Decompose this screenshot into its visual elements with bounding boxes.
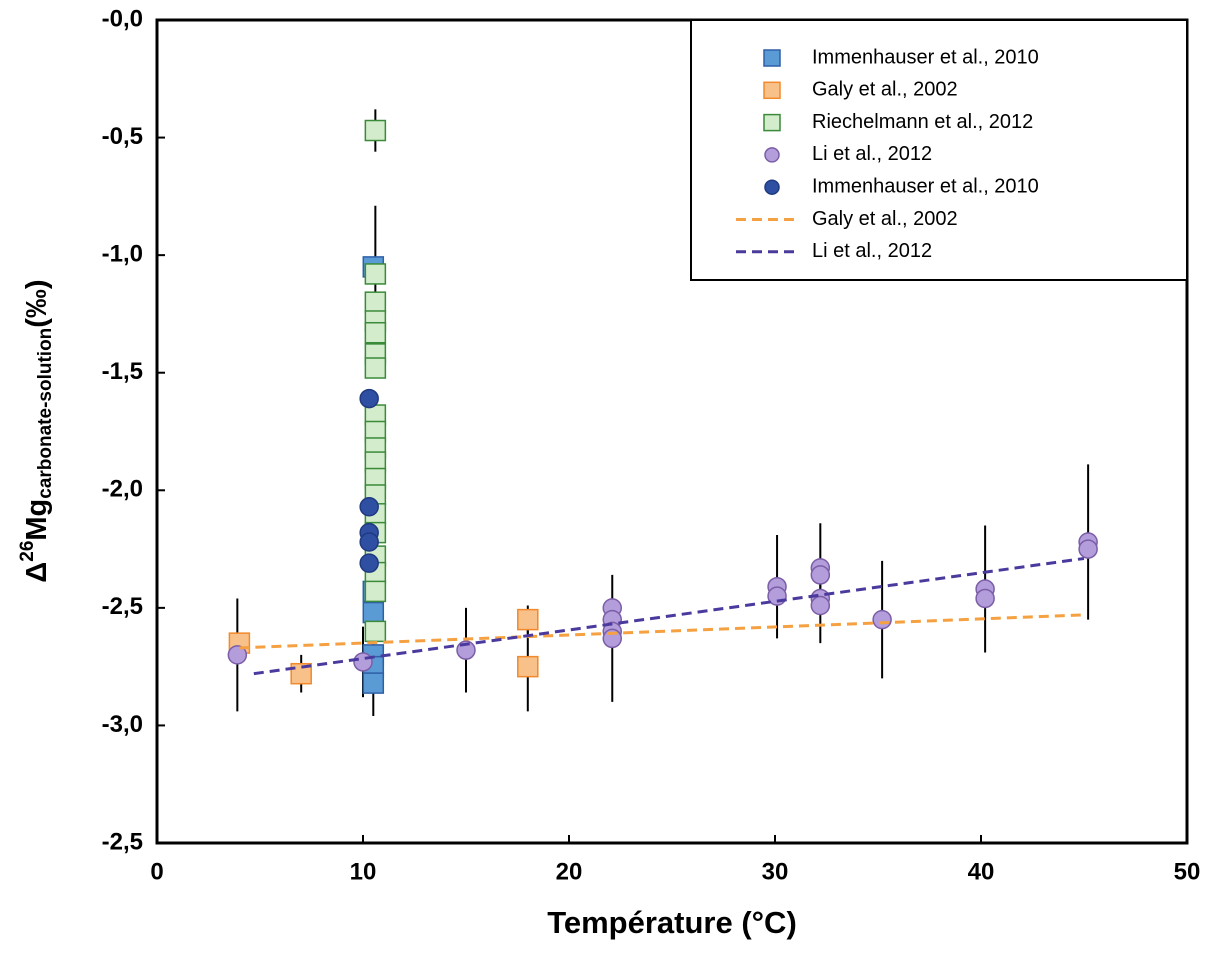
square-marker (364, 580, 387, 603)
y-tick-label: -3,0 (102, 711, 143, 738)
y-label-part: Mg (21, 499, 53, 541)
circle-marker (359, 496, 379, 517)
square-marker (364, 620, 387, 643)
circle-marker (227, 645, 248, 665)
x-axis-label: Température (°C) (547, 905, 797, 940)
square-marker (364, 321, 387, 344)
legend: Immenhauser et al., 2010 Galy et al., 200… (690, 19, 1188, 281)
x-tick-label: 40 (968, 858, 995, 885)
y-tick-label: -2,5 (102, 593, 143, 620)
square-marker (517, 608, 539, 631)
legend-label: Riechelmann et al., 2012 (812, 111, 1033, 133)
y-tick-label: -2,5 (102, 828, 143, 855)
square-marker (364, 291, 387, 313)
legend-label: Galy et al., 2002 (812, 208, 958, 230)
y-label-sub: carbonate-solution (35, 328, 56, 499)
square-marker (290, 662, 312, 685)
square-marker (364, 119, 387, 142)
square-marker (517, 655, 539, 678)
x-tick-label: 10 (350, 858, 377, 885)
x-tick-label: 50 (1174, 858, 1201, 885)
legend-label: Immenhauser et al., 2010 (812, 175, 1039, 197)
square-marker (364, 263, 387, 285)
square-marker (763, 113, 781, 132)
circle-marker (359, 388, 379, 409)
legend-label: Li et al., 2012 (812, 240, 932, 262)
y-label-part: (‰) (21, 279, 53, 327)
x-tick-label: 30 (762, 858, 789, 885)
trend-line (239, 613, 1085, 650)
y-tick-label: -2,0 (102, 476, 143, 503)
square-marker (362, 601, 385, 624)
circle-marker (764, 179, 780, 195)
circle-marker (1078, 539, 1098, 559)
x-tick-label: 20 (556, 858, 583, 885)
circle-marker (353, 652, 373, 672)
circle-marker (975, 588, 995, 609)
legend-label: Li et al., 2012 (812, 143, 932, 165)
circle-marker (810, 565, 831, 585)
y-label-sup: 26 (17, 541, 38, 562)
square-marker (763, 49, 781, 67)
x-tick-label: 0 (150, 858, 163, 885)
legend-label: Galy et al., 2002 (812, 79, 958, 101)
square-marker (364, 357, 387, 379)
y-tick-label: -1,5 (102, 358, 143, 385)
circle-marker (359, 532, 379, 552)
y-tick-label: -0,5 (102, 123, 143, 150)
square-marker (362, 672, 385, 694)
circle-marker (810, 595, 831, 616)
y-axis-label: Δ26Mgcarbonate-solution(‰) (17, 279, 56, 582)
trend-line (253, 556, 1085, 676)
circle-marker (872, 609, 892, 630)
circle-marker (359, 553, 379, 573)
y-label-part: Δ (21, 562, 53, 583)
y-tick-label: -1,0 (102, 240, 143, 267)
circle-marker (764, 147, 780, 163)
y-tick-label: -0,0 (102, 5, 143, 32)
square-marker (763, 81, 781, 100)
plot-frame (155, 18, 1189, 845)
legend-label: Immenhauser et al., 2010 (812, 46, 1039, 68)
